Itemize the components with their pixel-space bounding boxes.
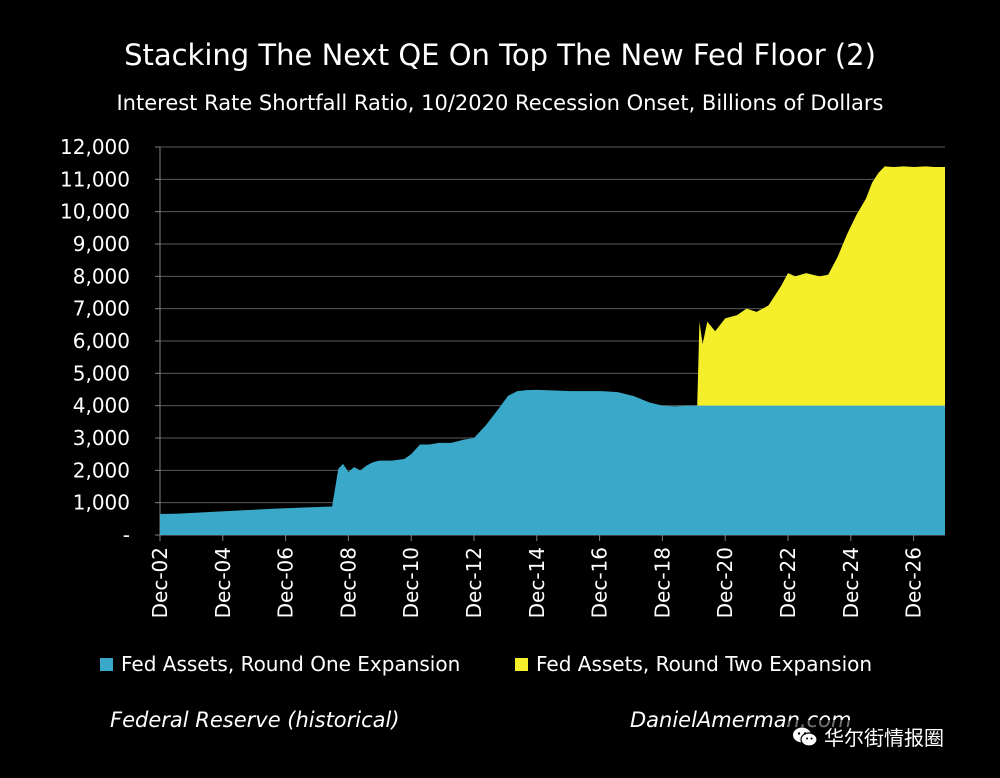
x-tick-label-12: Dec-26 (902, 547, 926, 618)
legend-label-round-one: Fed Assets, Round One Expansion (121, 652, 461, 676)
x-tick-label-5: Dec-12 (462, 547, 486, 618)
watermark: 华尔街情报圈 (788, 720, 952, 753)
y-tick-label-8: 8,000 (73, 264, 130, 288)
x-tick-label-1: Dec-04 (211, 547, 235, 618)
y-tick-label-0: - (123, 523, 130, 547)
x-tick-label-11: Dec-24 (839, 547, 863, 618)
series-area-round-one (160, 389, 945, 535)
chart-title: Stacking The Next QE On Top The New Fed … (124, 38, 876, 72)
y-tick-label-2: 2,000 (73, 458, 130, 482)
x-tick-label-7: Dec-16 (588, 547, 612, 618)
legend: Fed Assets, Round One Expansion Fed Asse… (0, 652, 1000, 678)
x-tick-label-8: Dec-18 (650, 547, 674, 618)
source-note: Federal Reserve (historical) (110, 708, 400, 732)
x-tick-label-3: Dec-08 (336, 547, 360, 618)
legend-swatch-round-two (515, 657, 528, 671)
wechat-icon (793, 727, 818, 747)
x-tick-label-0: Dec-02 (148, 547, 172, 618)
y-tick-label-10: 10,000 (60, 200, 130, 224)
legend-swatch-round-one (100, 657, 113, 671)
y-tick-label-3: 3,000 (73, 426, 130, 450)
x-tick-label-2: Dec-06 (274, 547, 298, 618)
y-tick-label-11: 11,000 (60, 167, 130, 191)
watermark-text: 华尔街情报圈 (824, 726, 944, 750)
x-tick-label-10: Dec-22 (776, 547, 800, 618)
legend-item-round-one: Fed Assets, Round One Expansion (100, 652, 460, 676)
y-tick-label-4: 4,000 (73, 394, 130, 418)
y-tick-label-9: 9,000 (73, 232, 130, 256)
x-tick-label-6: Dec-14 (525, 547, 549, 618)
chart-subtitle: Interest Rate Shortfall Ratio, 10/2020 R… (116, 91, 884, 115)
x-tick-label-4: Dec-10 (399, 547, 423, 618)
y-tick-label-7: 7,000 (73, 297, 130, 321)
y-tick-label-1: 1,000 (73, 491, 130, 515)
x-tick-label-9: Dec-20 (713, 547, 737, 618)
y-tick-label-6: 6,000 (73, 329, 130, 353)
legend-label-round-two: Fed Assets, Round Two Expansion (536, 652, 873, 676)
y-tick-label-12: 12,000 (60, 135, 130, 159)
y-tick-label-5: 5,000 (73, 361, 130, 385)
legend-item-round-two: Fed Assets, Round Two Expansion (515, 652, 872, 676)
